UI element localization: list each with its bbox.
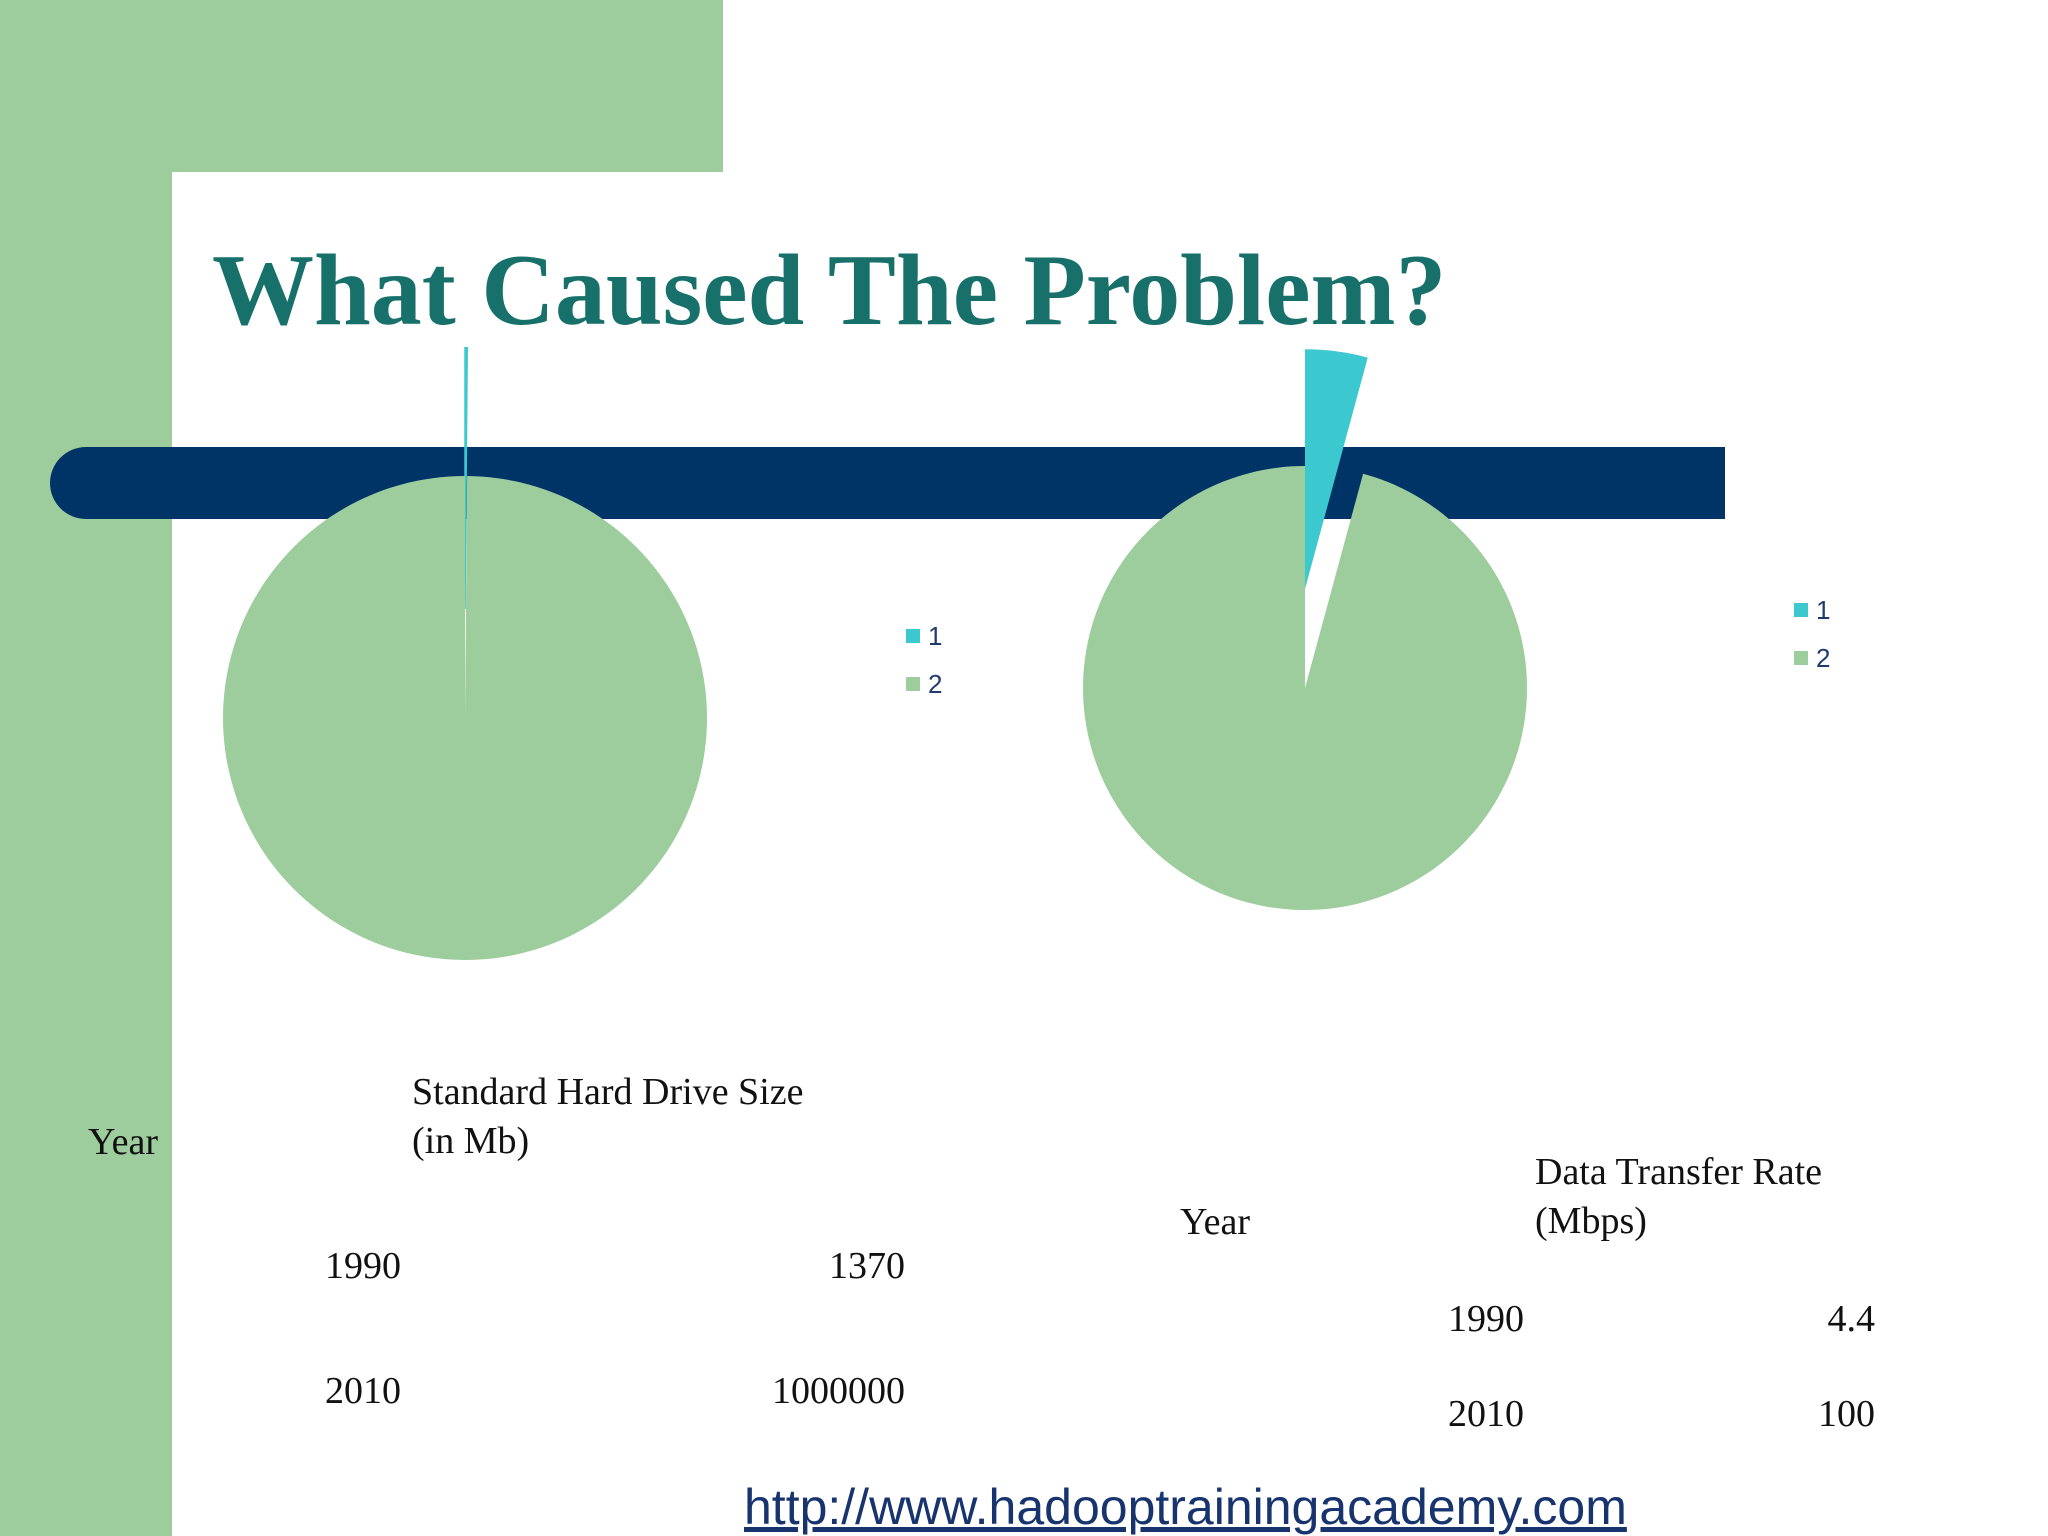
legend-label-1: 1	[1816, 594, 1831, 625]
table2-row1-value: 4.4	[1827, 1298, 1876, 1340]
table2-header-value-line2: (Mbps)	[1535, 1200, 1647, 1243]
table1-header-value-line1: Standard Hard Drive Size	[412, 1071, 804, 1113]
legend-swatch-2	[906, 677, 920, 691]
table1-row1-year: 1990	[325, 1245, 401, 1287]
legend-item-2: 2	[906, 660, 942, 708]
pie1-slice-1	[464, 346, 469, 610]
table2-header-year: Year	[1180, 1201, 1251, 1243]
table2-header-value: Data Transfer Rate (Mbps)	[1535, 1148, 1822, 1247]
pie2-slice-2	[1083, 466, 1528, 911]
legend-item-1: 1	[906, 612, 942, 660]
legend-chart-1: 1 2	[906, 612, 942, 708]
legend-item-2: 2	[1794, 634, 1830, 682]
pie2-slice-1	[1305, 349, 1368, 589]
legend-label-1: 1	[928, 620, 943, 651]
legend-label-2: 2	[928, 668, 943, 699]
website-link[interactable]: http://www.hadooptrainingacademy.com	[744, 1479, 1627, 1535]
green-top-band	[0, 0, 723, 172]
table1-row2-value: 1000000	[772, 1370, 905, 1412]
green-left-band	[0, 0, 172, 1536]
table2-row2-year: 2010	[1448, 1393, 1524, 1435]
table1-header-value: Standard Hard Drive Size (in Mb)	[412, 1068, 804, 1167]
table2-header-value-line1: Data Transfer Rate	[1535, 1151, 1823, 1193]
table1-row1-value: 1370	[829, 1245, 905, 1287]
legend-chart-2: 1 2	[1794, 586, 1830, 682]
legend-swatch-2	[1794, 651, 1808, 665]
legend-label-2: 2	[1816, 642, 1831, 673]
slide-title: What Caused The Problem?	[212, 234, 1447, 347]
table1-header-year: Year	[88, 1121, 159, 1163]
legend-item-1: 1	[1794, 586, 1830, 634]
table1-row2-year: 2010	[325, 1370, 401, 1412]
table1-header-value-line2: (in Mb)	[412, 1120, 530, 1163]
pie1-slice-2	[222, 476, 707, 960]
legend-swatch-1	[906, 629, 920, 643]
table2-row1-year: 1990	[1448, 1298, 1524, 1340]
navy-divider-bar	[50, 447, 1725, 519]
table2-row2-value: 100	[1818, 1393, 1875, 1435]
legend-swatch-1	[1794, 603, 1808, 617]
